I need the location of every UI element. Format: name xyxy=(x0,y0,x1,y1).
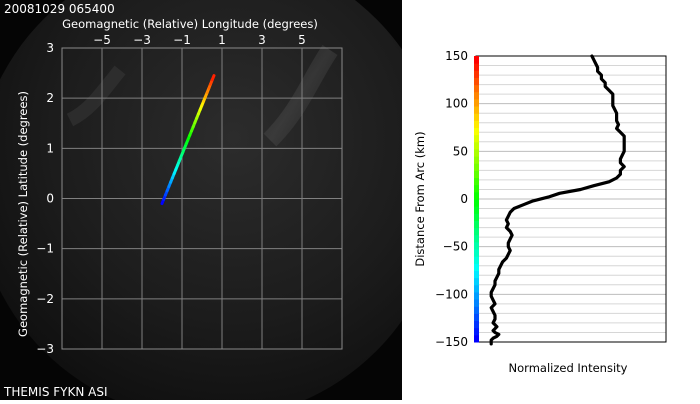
x-tick-label: −5 xyxy=(93,33,111,47)
colorbar-segment xyxy=(474,70,479,78)
x-tick-labels: −5 −3 −1 1 3 5 xyxy=(93,33,306,47)
colorbar-segment xyxy=(474,84,479,93)
arc-series xyxy=(160,74,216,206)
x-tick-label: 5 xyxy=(298,33,306,47)
colorbar-segment xyxy=(474,270,479,279)
colorbar-segment xyxy=(474,213,479,221)
colorbar-segment xyxy=(474,299,479,307)
colorbar-segment xyxy=(474,56,479,64)
colorbar-segment xyxy=(474,334,479,343)
colorbar-segment xyxy=(474,134,479,143)
colorbar-segment xyxy=(474,106,479,114)
intensity-profile-chart: 150 100 50 0 −50 −100 −150 Distance From Arc (… xyxy=(413,49,667,375)
colorbar-segment xyxy=(474,148,479,157)
y-tick-label: 2 xyxy=(46,91,54,105)
colorbar-segment xyxy=(474,256,479,264)
y-tick-label: 50 xyxy=(453,144,468,158)
y-tick-label: −3 xyxy=(36,342,54,356)
sky-image-chart: −5 −3 −1 1 3 5 3 2 1 0 −1 −2 −3 20081029 065400 Geo… xyxy=(0,0,402,400)
colorbar-segment xyxy=(474,327,479,336)
colorbar-segment xyxy=(474,306,479,314)
sky-image-panel: −5 −3 −1 1 3 5 3 2 1 0 −1 −2 −3 20081029 065400 Geo… xyxy=(0,0,402,400)
intensity-series xyxy=(489,54,626,346)
colorbar-segment xyxy=(474,141,479,150)
colorbar-segment xyxy=(474,98,479,107)
y-tick-label: 1 xyxy=(46,141,54,155)
intensity-line xyxy=(489,54,626,346)
colorbar-segment xyxy=(474,113,479,121)
x-tick-label: −1 xyxy=(173,33,191,47)
colorbar-segment xyxy=(474,127,479,136)
y-tick-label: −50 xyxy=(443,240,468,254)
colorbar-segment xyxy=(474,249,479,257)
colorbar-segment xyxy=(474,277,479,286)
colorbar-segment xyxy=(474,91,479,100)
plot-frame xyxy=(61,47,343,350)
colorbar-segment xyxy=(474,156,479,164)
colorbar-segment xyxy=(474,313,479,322)
timestamp-label: 20081029 065400 xyxy=(4,2,115,16)
y-tick-label: 0 xyxy=(460,192,468,206)
colorbar-segment xyxy=(474,220,479,229)
y-tick-labels: 3 2 1 0 −1 −2 −3 xyxy=(36,41,54,356)
colorbar-segment xyxy=(474,199,479,207)
y-tick-label: −100 xyxy=(435,287,468,301)
footer-label: THEMIS FYKN ASI xyxy=(3,385,108,399)
x-tick-label: 3 xyxy=(258,33,266,47)
colorbar-segment xyxy=(474,284,479,293)
x-axis-title: Geomagnetic (Relative) Longitude (degree… xyxy=(62,17,318,31)
y-tick-label: −2 xyxy=(36,292,54,306)
y-tick-label: 150 xyxy=(445,49,468,63)
y-axis-title: Distance From Arc (km) xyxy=(413,131,427,266)
grid-lines xyxy=(476,55,666,343)
colorbar-strip xyxy=(474,56,479,343)
y-axis-title: Geomagnetic (Relative) Latitude (degrees… xyxy=(16,91,30,337)
x-tick-label: −3 xyxy=(133,33,151,47)
colorbar-segment xyxy=(474,291,479,300)
colorbar-segment xyxy=(474,163,479,171)
colorbar-segment xyxy=(474,77,479,86)
y-tick-label: 0 xyxy=(46,192,54,206)
colorbar-segment xyxy=(474,170,479,179)
colorbar-segment xyxy=(474,120,479,128)
y-tick-label: −1 xyxy=(36,242,54,256)
colorbar-segment xyxy=(474,63,479,71)
profile-panel: 150 100 50 0 −50 −100 −150 Distance From Arc (… xyxy=(402,0,700,400)
y-tick-labels: 150 100 50 0 −50 −100 −150 xyxy=(435,49,468,349)
y-tick-label: −150 xyxy=(435,335,468,349)
y-tick-label: 3 xyxy=(46,41,54,55)
colorbar-segment xyxy=(474,206,479,214)
colorbar-segment xyxy=(474,177,479,186)
y-tick-label: 100 xyxy=(445,97,468,111)
x-tick-label: 1 xyxy=(218,33,226,47)
colorbar-segment xyxy=(474,227,479,236)
colorbar-segment xyxy=(474,191,479,200)
colorbar-segment xyxy=(474,241,479,250)
colorbar-segment xyxy=(474,320,479,329)
colorbar-segment xyxy=(474,234,479,243)
arc-segment xyxy=(210,74,216,82)
colorbar-segment xyxy=(474,263,479,271)
colorbar-segment xyxy=(474,184,479,193)
x-axis-title: Normalized Intensity xyxy=(509,361,628,375)
